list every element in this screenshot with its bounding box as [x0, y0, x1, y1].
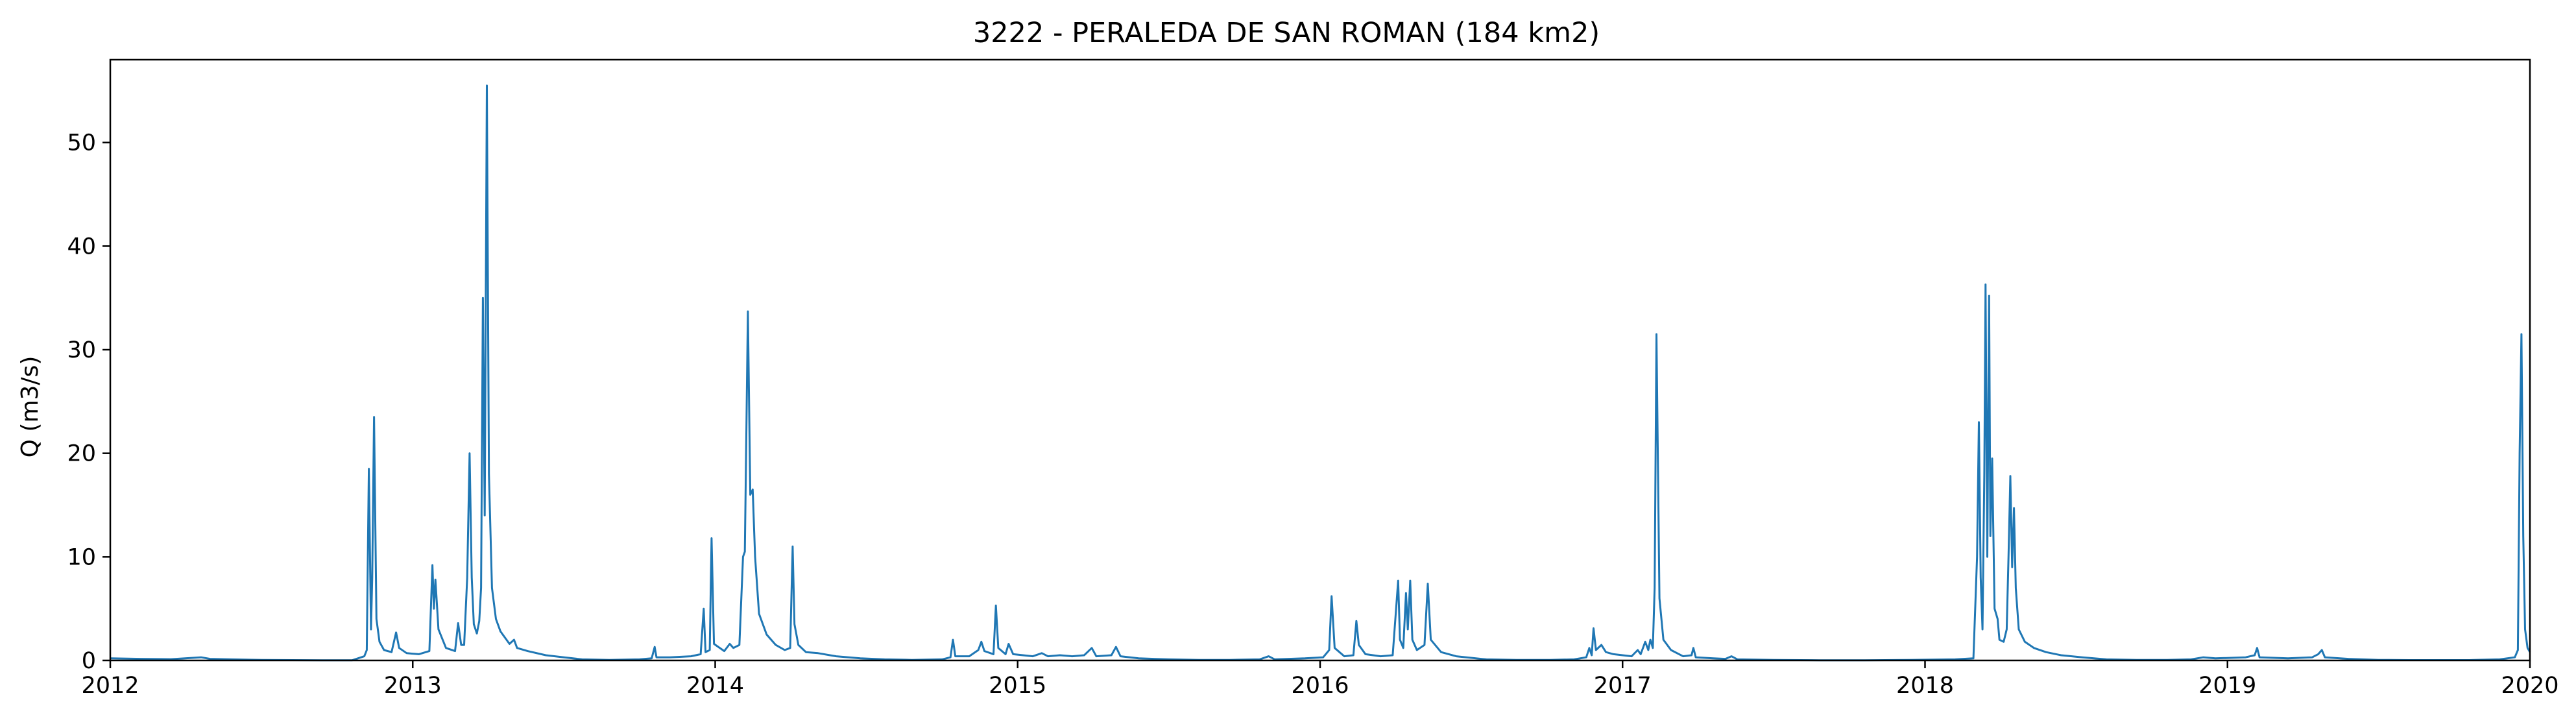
plot-frame [109, 58, 2531, 662]
x-tick-label: 2013 [384, 673, 442, 699]
x-axis: 2012 2013 2014 2015 2016 2017 2018 2019 2020 [81, 660, 2559, 699]
y-tick-label: 20 [67, 441, 96, 467]
y-tick-label: 10 [67, 544, 96, 570]
y-tick-label: 30 [67, 337, 96, 363]
x-tick-label: 2014 [686, 673, 744, 699]
plot-area [110, 84, 2531, 662]
x-tick-label: 2020 [2501, 673, 2558, 699]
y-tick-label: 0 [82, 648, 96, 674]
x-tick-label: 2018 [1896, 673, 1954, 699]
x-tick-label: 2016 [1291, 673, 1349, 699]
y-tick-label: 50 [67, 130, 96, 156]
y-axis: 0 10 20 30 40 50 [67, 130, 110, 674]
chart-title: 3222 - PERALEDA DE SAN ROMAN (184 km2) [973, 17, 1600, 49]
x-tick-label: 2012 [81, 673, 139, 699]
x-tick-label: 2015 [989, 673, 1046, 699]
y-tick-label: 40 [67, 234, 96, 259]
x-tick-label: 2017 [1594, 673, 1652, 699]
series-line-0 [110, 84, 2531, 662]
x-tick-label: 2019 [2198, 673, 2256, 699]
y-axis-label: Q (m3/s) [17, 356, 43, 458]
